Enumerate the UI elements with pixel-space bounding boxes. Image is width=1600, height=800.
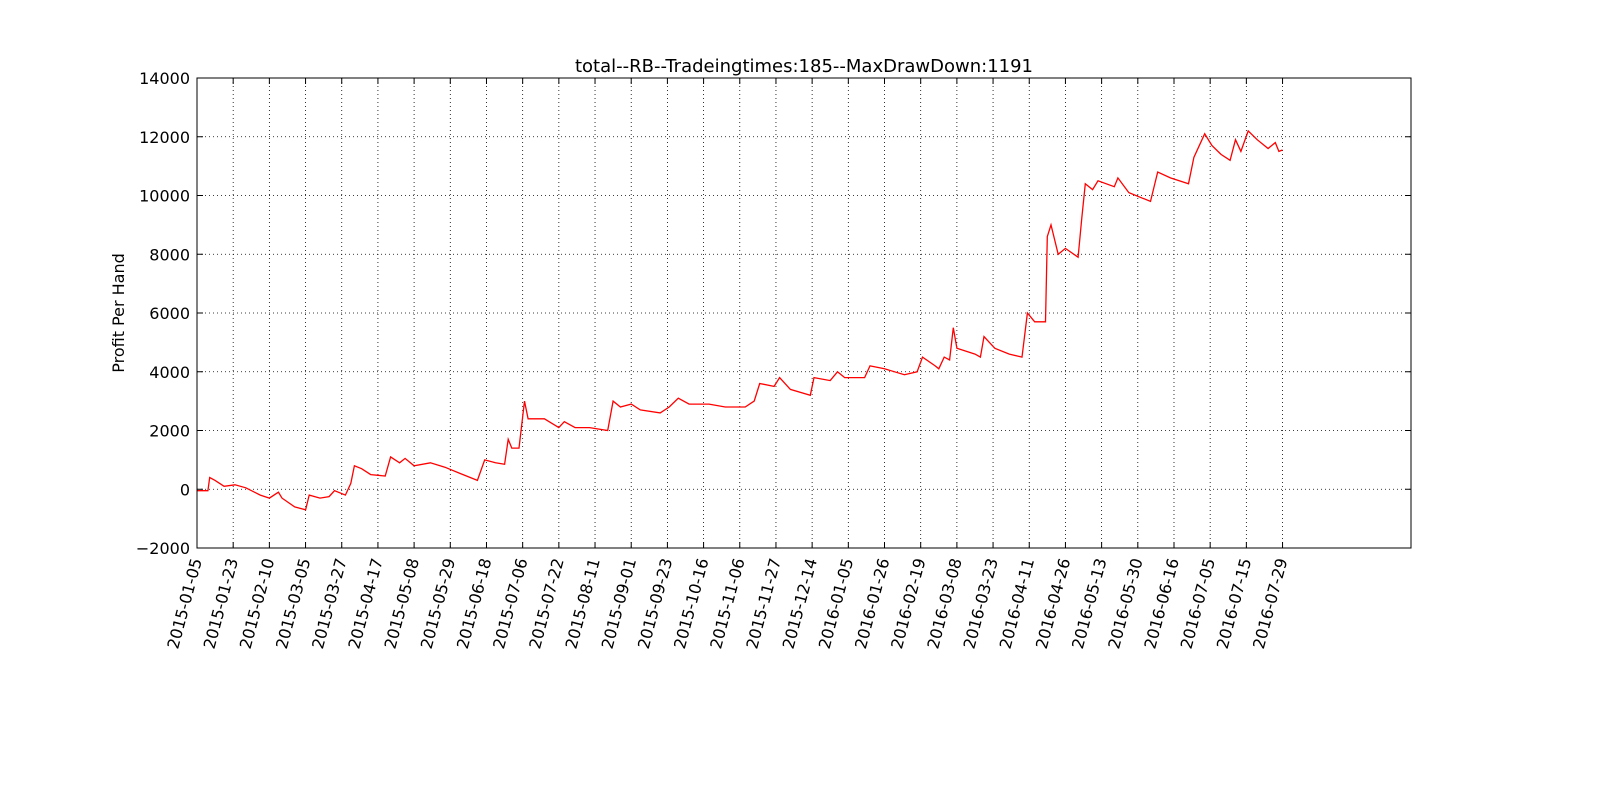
- y-tick-label: −2000: [136, 539, 190, 558]
- y-tick-label: 6000: [149, 304, 190, 323]
- y-tick-label: 14000: [139, 69, 190, 88]
- x-tick-label: 2016-07-05: [1177, 556, 1219, 651]
- y-tick-label: 0: [180, 480, 190, 499]
- x-tick-label: 2016-05-13: [1068, 556, 1110, 651]
- x-tick-label: 2015-05-08: [381, 556, 423, 651]
- x-tick-label: 2016-01-26: [851, 556, 893, 651]
- y-tick-label: 12000: [139, 128, 190, 147]
- y-tick-label: 8000: [149, 245, 190, 264]
- x-tick-label: 2015-05-29: [417, 556, 459, 651]
- x-tick-label: 2016-06-16: [1140, 556, 1182, 651]
- x-tick-label: 2016-02-19: [887, 556, 929, 651]
- x-tick-label: 2015-10-16: [670, 556, 712, 651]
- x-tick-label: 2015-12-14: [779, 556, 821, 651]
- y-axis-label: Profit Per Hand: [109, 253, 128, 373]
- x-tick-label: 2016-04-26: [1032, 556, 1074, 651]
- y-tick-label: 2000: [149, 422, 190, 441]
- x-tick-label: 2015-03-05: [272, 556, 314, 651]
- x-tick-label: 2015-09-01: [598, 556, 640, 651]
- x-tick-label: 2016-07-15: [1213, 556, 1255, 651]
- x-tick-label: 2016-03-23: [960, 556, 1002, 651]
- x-tick-label: 2015-04-17: [344, 556, 386, 651]
- x-tick-label: 2015-01-23: [200, 556, 242, 651]
- x-tick-label: 2015-09-23: [634, 556, 676, 651]
- x-tick-label: 2015-06-18: [453, 556, 495, 651]
- x-tick-label: 2015-03-27: [308, 556, 350, 651]
- x-tick-label: 2015-02-10: [236, 556, 278, 651]
- x-tick-label: 2015-11-06: [706, 556, 748, 651]
- data-line: [197, 129, 1283, 511]
- x-tick-label: 2015-01-05: [163, 556, 205, 651]
- x-tick-label: 2015-11-27: [742, 556, 784, 651]
- x-tick-label: 2015-07-06: [489, 556, 531, 651]
- y-tick-label: 4000: [149, 363, 190, 382]
- x-tick-label: 2016-05-30: [1104, 556, 1146, 651]
- x-tick-label: 2015-08-11: [561, 556, 603, 651]
- x-tick-label: 2016-04-11: [996, 556, 1038, 651]
- x-tick-label: 2016-01-05: [815, 556, 857, 651]
- x-tick-label: 2015-07-22: [525, 556, 567, 651]
- chart-title: total--RB--Tradeingtimes:185--MaxDrawDow…: [575, 56, 1033, 77]
- y-tick-label: 10000: [139, 187, 190, 206]
- x-tick-label: 2016-03-08: [923, 556, 965, 651]
- plot-frame: [196, 77, 1412, 549]
- x-tick-label: 2016-07-29: [1249, 556, 1291, 651]
